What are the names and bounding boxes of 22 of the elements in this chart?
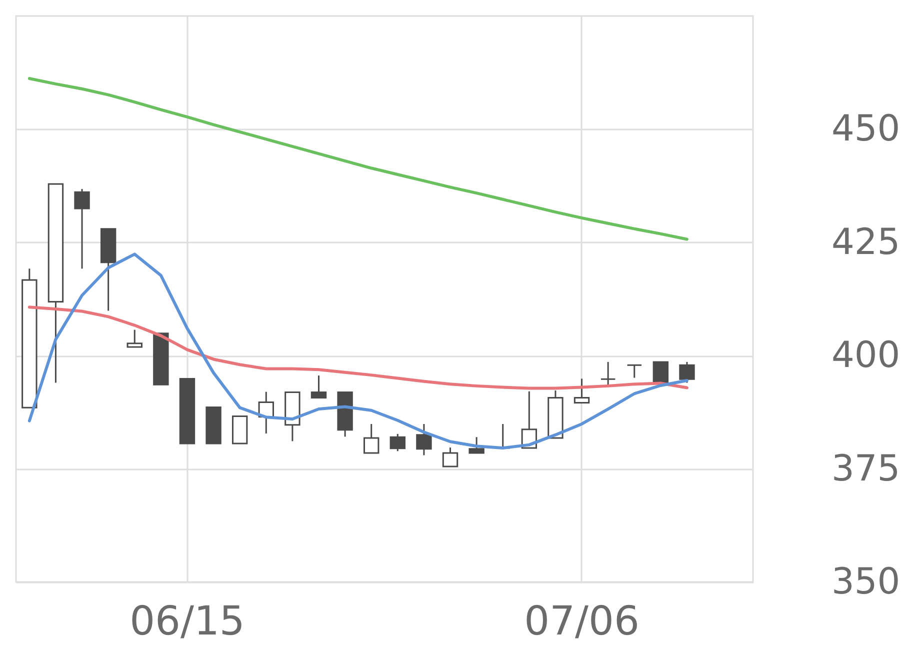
line-series bbox=[28, 76, 688, 241]
candlestick bbox=[74, 188, 90, 270]
candlestick bbox=[574, 378, 590, 404]
x-tick-label: 06/15 bbox=[130, 598, 245, 644]
y-tick-label: 425 bbox=[832, 222, 900, 263]
y-tick-label: 450 bbox=[832, 108, 900, 150]
line-series bbox=[28, 306, 688, 390]
candlestick bbox=[468, 436, 484, 454]
candlestick bbox=[626, 364, 642, 379]
candlestick bbox=[416, 423, 432, 456]
y-tick-label: 350 bbox=[832, 562, 900, 602]
y-tick-label: 375 bbox=[832, 448, 900, 490]
x-tick-label: 07/06 bbox=[524, 598, 640, 644]
candlestick bbox=[126, 329, 142, 348]
candlestick bbox=[442, 446, 458, 468]
candlestick bbox=[679, 361, 695, 384]
candlestick bbox=[600, 361, 616, 386]
candlestick bbox=[363, 423, 380, 454]
candlestick bbox=[390, 433, 406, 452]
candlestick bbox=[310, 374, 327, 398]
candlestick bbox=[652, 361, 669, 384]
y-tick-label: 400 bbox=[832, 335, 900, 376]
